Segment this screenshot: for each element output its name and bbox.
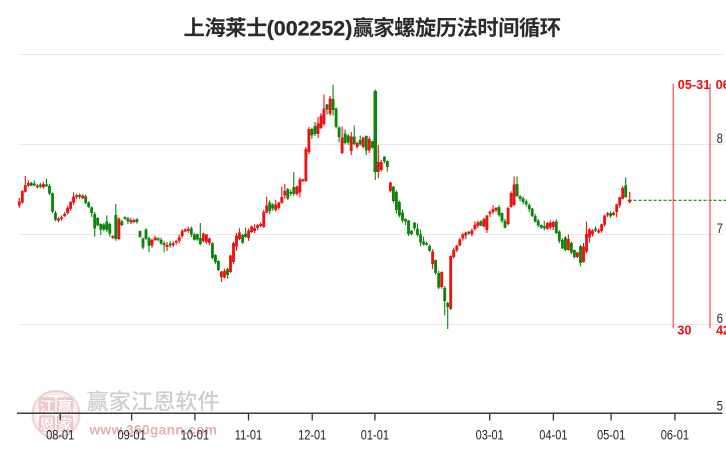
svg-text:7: 7	[717, 220, 723, 237]
svg-text:04-01: 04-01	[539, 427, 567, 442]
svg-text:www.360gann.com: www.360gann.com	[89, 422, 218, 437]
svg-text:42: 42	[716, 324, 726, 338]
svg-text:8: 8	[717, 130, 723, 147]
svg-text:30: 30	[677, 324, 691, 338]
svg-text:05-01: 05-01	[597, 427, 625, 442]
svg-text:10-01: 10-01	[181, 427, 209, 442]
svg-text:08-01: 08-01	[46, 427, 74, 442]
svg-text:11-01: 11-01	[235, 427, 262, 442]
svg-text:01-01: 01-01	[361, 427, 389, 442]
svg-text:03-01: 03-01	[476, 427, 504, 442]
svg-text:(002252): (002252)	[267, 16, 353, 40]
svg-text:5: 5	[717, 397, 723, 414]
svg-text:06-30: 06-30	[716, 78, 726, 92]
svg-text:6: 6	[717, 310, 723, 327]
svg-text:09-01: 09-01	[117, 427, 145, 442]
svg-text:05-31: 05-31	[678, 78, 710, 92]
svg-text:06-01: 06-01	[661, 427, 689, 442]
svg-text:12-01: 12-01	[298, 427, 326, 442]
